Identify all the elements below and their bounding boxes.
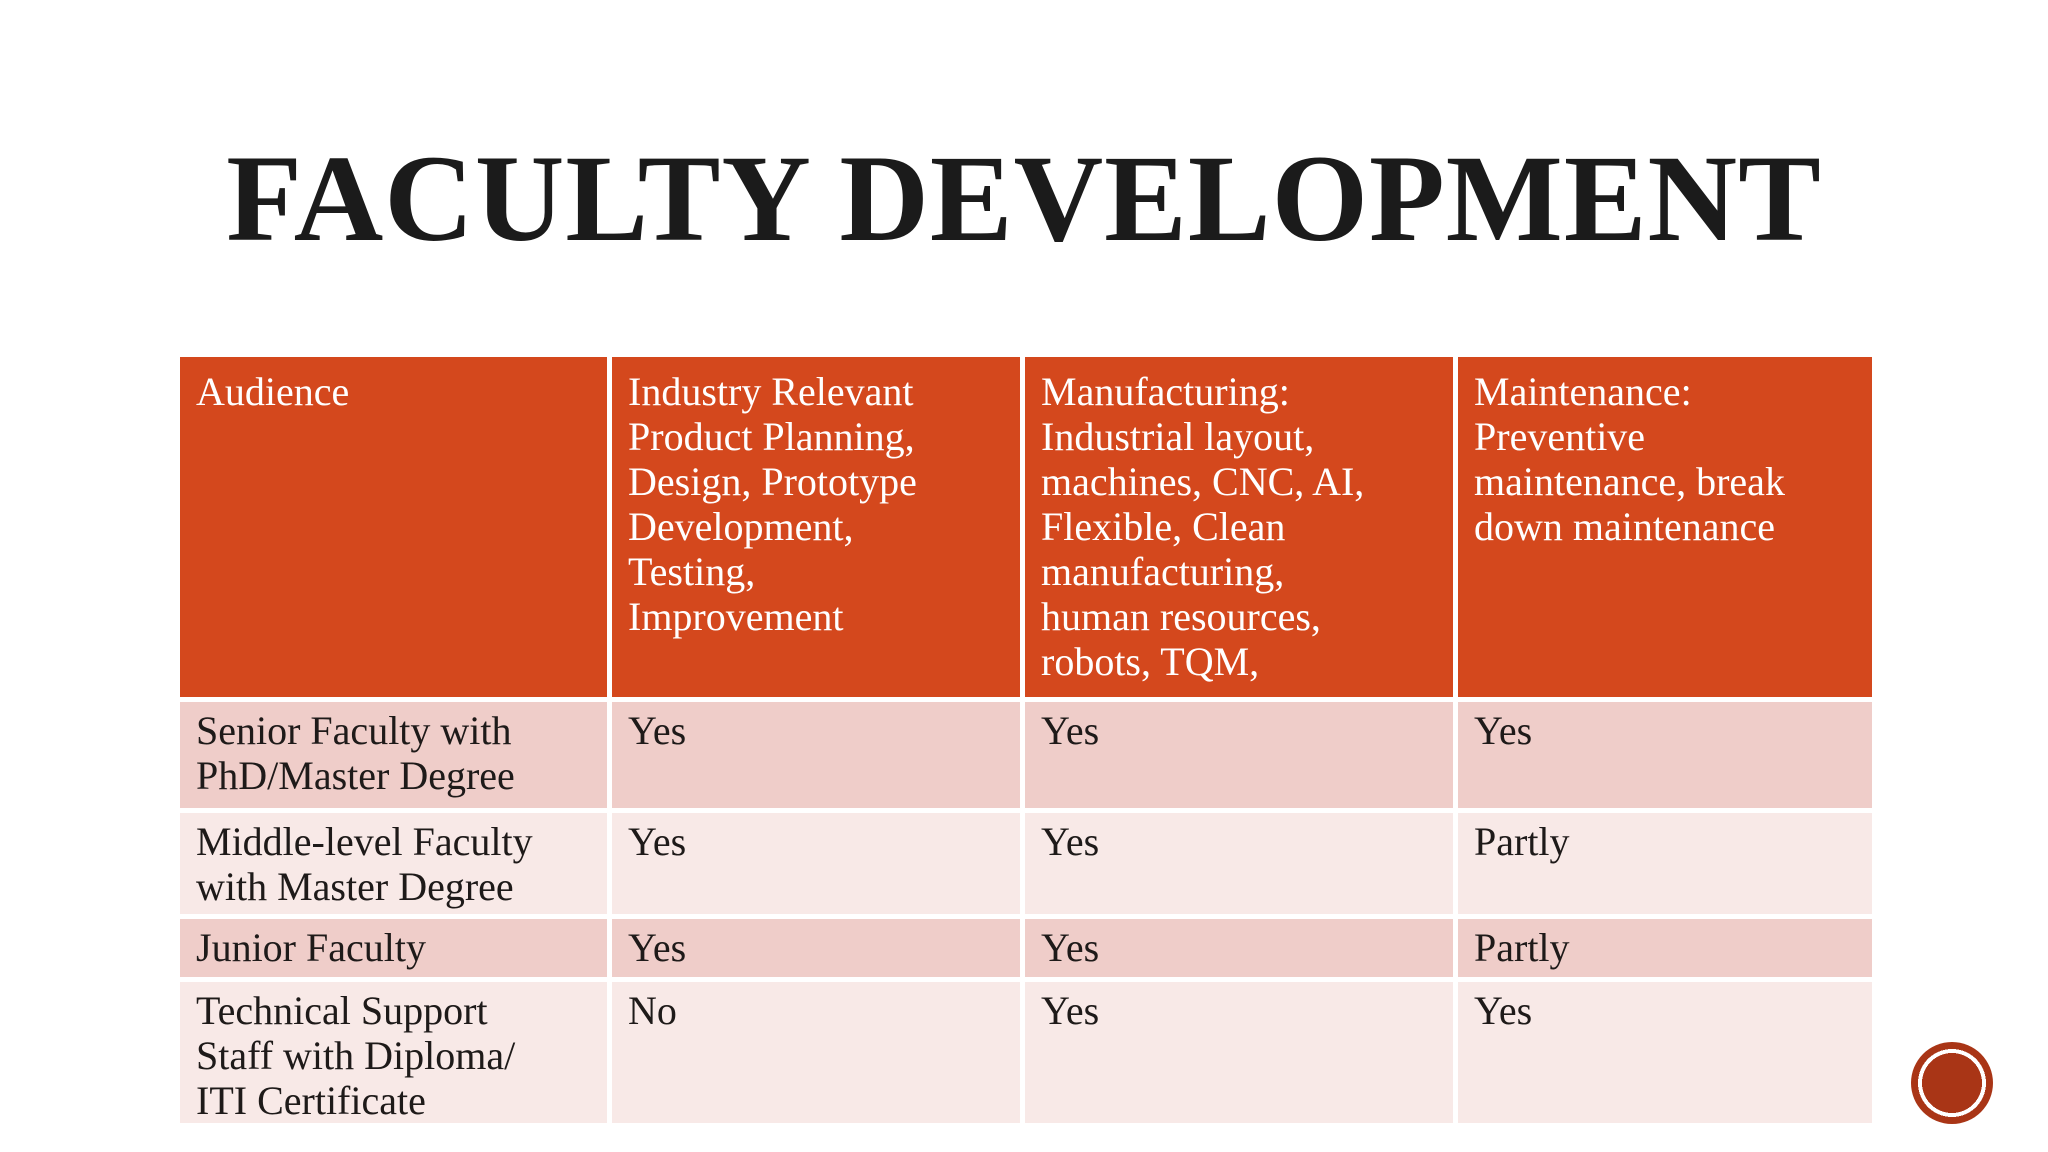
value-cell-technical-maintenance: Yes	[1458, 982, 1872, 1123]
value-cell-middle-manufacturing: Yes	[1025, 813, 1453, 914]
value-cell-technical-industry: No	[612, 982, 1020, 1123]
value-cell-junior-manufacturing: Yes	[1025, 919, 1453, 977]
header-cell-maintenance: Maintenance: Preventive maintenance, bre…	[1458, 357, 1872, 697]
value-cell-middle-maintenance: Partly	[1458, 813, 1872, 914]
value-cell-junior-industry: Yes	[612, 919, 1020, 977]
audience-cell-middle-faculty: Middle-level Faculty with Master Degree	[180, 813, 607, 914]
audience-cell-technical-staff: Technical Support Staff with Diploma/ IT…	[180, 982, 607, 1123]
badge-seal-icon	[1911, 1042, 1993, 1124]
header-cell-manufacturing: Manufacturing: Industrial layout, machin…	[1025, 357, 1453, 697]
faculty-development-table: Audience Industry Relevant Product Plann…	[180, 357, 1872, 1123]
audience-cell-junior-faculty: Junior Faculty	[180, 919, 607, 977]
value-cell-junior-maintenance: Partly	[1458, 919, 1872, 977]
value-cell-technical-manufacturing: Yes	[1025, 982, 1453, 1123]
value-cell-middle-industry: Yes	[612, 813, 1020, 914]
value-cell-senior-industry: Yes	[612, 702, 1020, 808]
header-cell-industry-product: Industry Relevant Product Planning, Desi…	[612, 357, 1020, 697]
header-cell-audience: Audience	[180, 357, 607, 697]
audience-cell-senior-faculty: Senior Faculty with PhD/Master Degree	[180, 702, 607, 808]
value-cell-senior-manufacturing: Yes	[1025, 702, 1453, 808]
value-cell-senior-maintenance: Yes	[1458, 702, 1872, 808]
slide-title: FACULTY DEVELOPMENT	[226, 130, 1822, 267]
